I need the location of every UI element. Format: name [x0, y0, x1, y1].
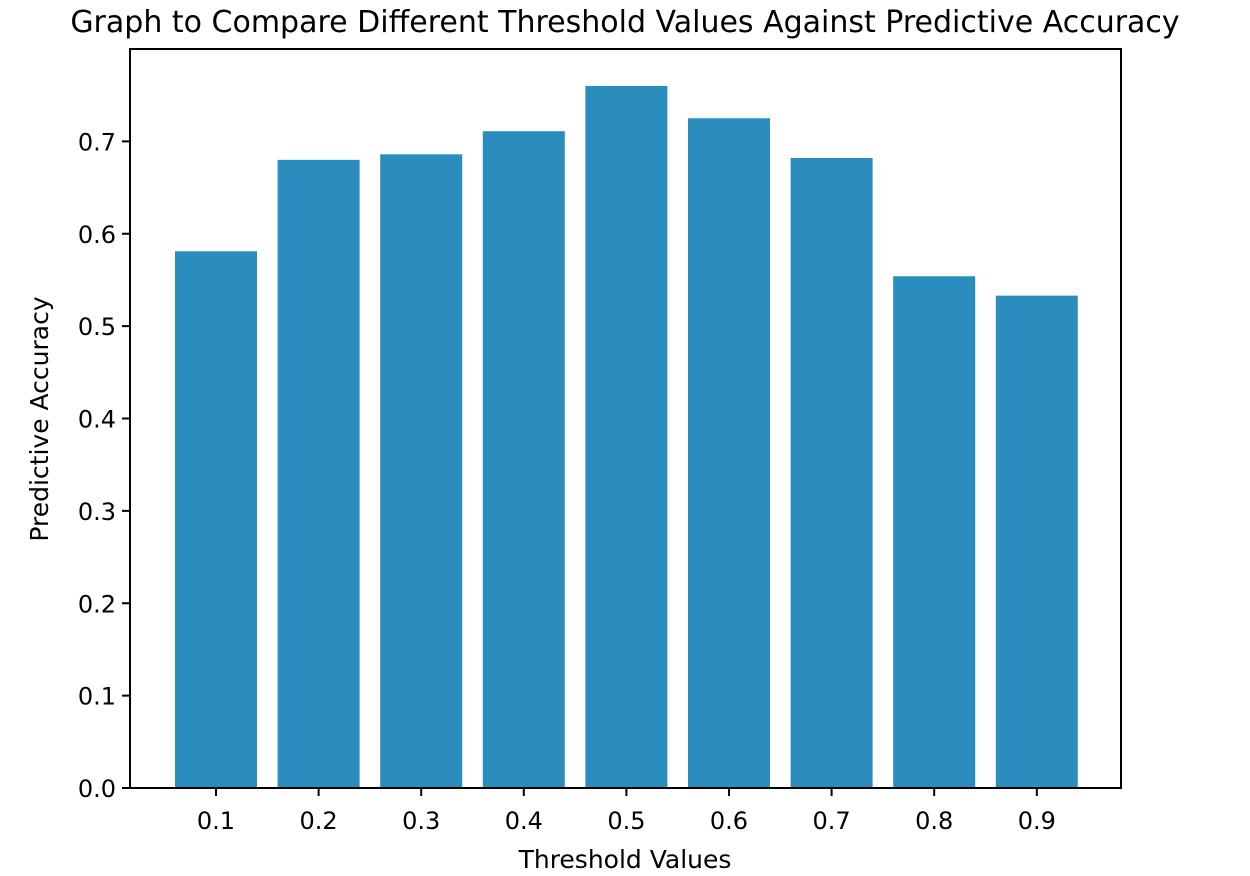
chart-title: Graph to Compare Different Threshold Val… — [70, 5, 1179, 40]
bar-0.3 — [380, 154, 463, 788]
y-tick-label: 0.6 — [78, 221, 116, 249]
y-axis: 0.0 0.1 0.2 0.3 0.4 0.5 0.6 0.7 — [78, 128, 130, 803]
x-tick-label: 0.5 — [607, 807, 645, 835]
x-tick-label: 0.1 — [197, 807, 235, 835]
y-tick-label: 0.4 — [78, 406, 116, 434]
bar-0.5 — [585, 85, 668, 788]
bar-0.1 — [175, 251, 257, 788]
x-tick-label: 0.3 — [402, 807, 440, 835]
bar-0.4 — [482, 131, 565, 788]
x-tick-label: 0.4 — [505, 807, 543, 835]
x-axis: 0.1 0.2 0.3 0.4 0.5 0.6 0.7 0.8 0.9 — [197, 788, 1056, 835]
x-tick-label: 0.9 — [1018, 807, 1056, 835]
y-tick-label: 0.2 — [78, 590, 116, 618]
bar-0.2 — [277, 159, 360, 789]
x-tick-label: 0.6 — [710, 807, 748, 835]
y-axis-label: Predictive Accuracy — [25, 296, 54, 542]
bar-0.6 — [688, 118, 770, 788]
x-tick-label: 0.8 — [915, 807, 953, 835]
bar-0.9 — [995, 295, 1078, 788]
bar-0.7 — [790, 158, 873, 788]
y-tick-label: 0.1 — [78, 683, 116, 711]
y-tick-label: 0.3 — [78, 498, 116, 526]
y-tick-label: 0.0 — [78, 775, 116, 803]
bars-group — [175, 85, 1078, 789]
x-tick-label: 0.7 — [813, 807, 851, 835]
x-tick-label: 0.2 — [300, 807, 338, 835]
y-tick-label: 0.5 — [78, 313, 116, 341]
x-axis-label: Threshold Values — [518, 845, 732, 874]
bar-0.8 — [893, 276, 976, 788]
y-tick-label: 0.7 — [78, 128, 116, 156]
